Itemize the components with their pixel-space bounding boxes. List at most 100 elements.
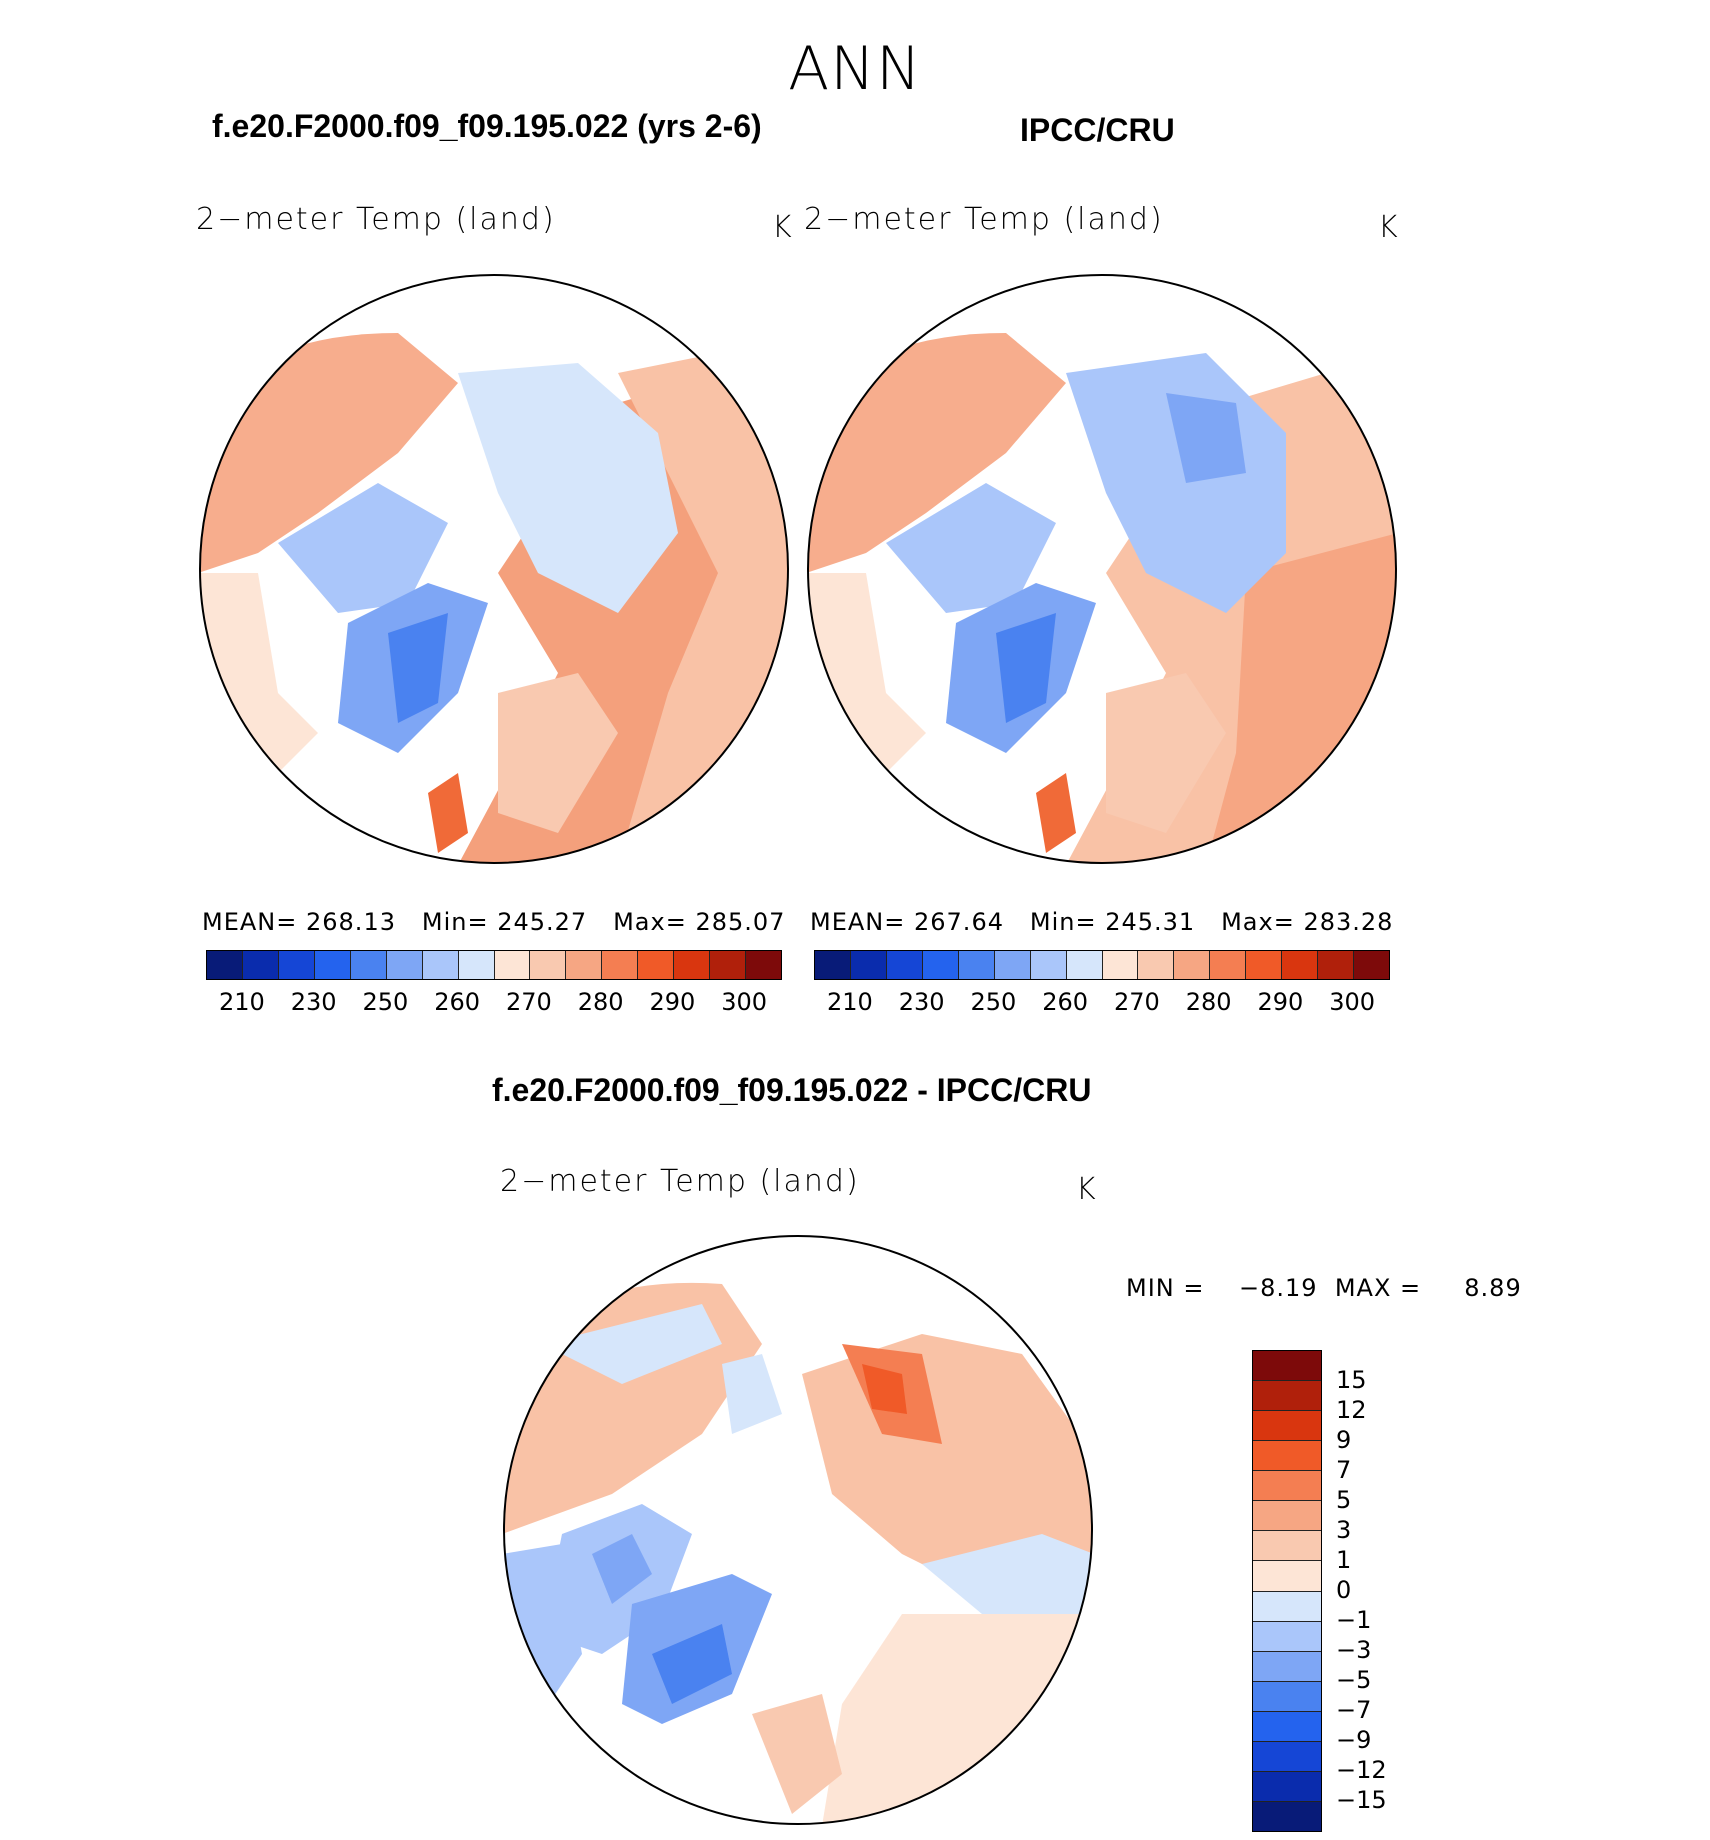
model-colorbar-tick-label: 250	[362, 988, 409, 1016]
obs-colorbar-box-3	[922, 951, 959, 979]
diff-colorbar-tick-label: 9	[1336, 1426, 1352, 1454]
model-colorbar-box-1	[242, 951, 279, 979]
model-polar-map	[199, 274, 789, 864]
diff-max-label: MAX =	[1334, 1274, 1422, 1302]
diff-stats-row: MIN = −8.19 MAX = 8.89	[1126, 1274, 1522, 1302]
diff-min-value: −8.19	[1239, 1274, 1318, 1302]
diff-colorbar-box-6	[1253, 1531, 1321, 1562]
obs-colorbar-box-5	[994, 951, 1031, 979]
obs-colorbar-box-14	[1318, 951, 1355, 979]
obs-colorbar-box-1	[850, 951, 887, 979]
obs-min-label: Min=	[1029, 908, 1097, 936]
diff-colorbar-box-1	[1253, 1381, 1321, 1412]
obs-panel-title: IPCC/CRU	[1020, 112, 1175, 148]
diff-colorbar-box-4	[1253, 1471, 1321, 1502]
obs-colorbar-tick-label: 260	[1042, 988, 1089, 1016]
diff-colorbar-box-15	[1253, 1801, 1321, 1831]
obs-colorbar-tick-label: 230	[898, 988, 945, 1016]
obs-min-value: 245.31	[1105, 908, 1196, 936]
model-colorbar	[206, 950, 782, 980]
diff-colorbar-tick-label: −5	[1336, 1666, 1372, 1694]
model-colorbar-box-12	[638, 951, 675, 979]
model-colorbar-box-11	[602, 951, 639, 979]
diff-colorbar-box-7	[1253, 1561, 1321, 1592]
obs-colorbar-box-2	[886, 951, 923, 979]
model-colorbar-box-3	[314, 951, 351, 979]
diff-colorbar-box-10	[1253, 1651, 1321, 1682]
model-colorbar-tick-label: 210	[218, 988, 265, 1016]
obs-colorbar-box-7	[1066, 951, 1103, 979]
diff-colorbar-box-12	[1253, 1711, 1321, 1742]
obs-polar-map	[807, 274, 1397, 864]
diff-colorbar-box-14	[1253, 1771, 1321, 1802]
obs-colorbar-box-15	[1354, 951, 1389, 979]
diff-colorbar-tick-label: 1	[1336, 1546, 1352, 1574]
obs-colorbar-box-11	[1210, 951, 1247, 979]
model-colorbar-box-2	[278, 951, 315, 979]
obs-mean-label: MEAN=	[810, 908, 906, 936]
diff-colorbar-tick-label: 5	[1336, 1486, 1352, 1514]
model-colorbar-box-8	[494, 951, 531, 979]
obs-colorbar-tick-label: 270	[1113, 988, 1160, 1016]
diff-panel-title: f.e20.F2000.f09_f09.195.022 - IPCC/CRU	[492, 1072, 1092, 1108]
obs-colorbar-tick-label: 300	[1329, 988, 1376, 1016]
obs-colorbar-tick-label: 290	[1257, 988, 1304, 1016]
diff-colorbar-tick-label: 3	[1336, 1516, 1352, 1544]
model-panel-title: f.e20.F2000.f09_f09.195.022 (yrs 2-6)	[212, 108, 762, 144]
model-colorbar-box-13	[674, 951, 711, 979]
model-colorbar-box-15	[746, 951, 781, 979]
model-colorbar-ticks: 210 230 250 260 270 280 290 300	[206, 988, 780, 1018]
diff-colorbar-box-8	[1253, 1591, 1321, 1622]
obs-colorbar-box-10	[1174, 951, 1211, 979]
model-colorbar-tick-label: 280	[577, 988, 624, 1016]
model-colorbar-box-9	[530, 951, 567, 979]
obs-colorbar-tick-label: 250	[970, 988, 1017, 1016]
obs-colorbar	[814, 950, 1390, 980]
model-colorbar-tick-label: 290	[649, 988, 696, 1016]
obs-colorbar-box-0	[815, 951, 851, 979]
model-variable-label: 2−meter Temp (land)	[196, 202, 556, 237]
diff-max-value: 8.89	[1464, 1274, 1522, 1302]
diff-colorbar-tick-label: −7	[1336, 1696, 1372, 1724]
obs-max-value: 283.28	[1303, 908, 1394, 936]
diff-unit-label: K	[1076, 1172, 1096, 1207]
model-mean-label: MEAN=	[202, 908, 298, 936]
diff-colorbar-tick-label: 0	[1336, 1576, 1352, 1604]
model-mean-value: 268.13	[306, 908, 396, 936]
diff-polar-map	[503, 1235, 1093, 1825]
diff-min-label: MIN =	[1126, 1274, 1205, 1302]
model-colorbar-tick-label: 230	[290, 988, 337, 1016]
obs-colorbar-tick-label: 210	[826, 988, 873, 1016]
obs-mean-value: 267.64	[914, 908, 1004, 936]
diff-colorbar-box-11	[1253, 1681, 1321, 1712]
obs-colorbar-box-6	[1030, 951, 1067, 979]
diff-variable-label: 2−meter Temp (land)	[500, 1164, 860, 1199]
diff-colorbar-box-5	[1253, 1501, 1321, 1532]
obs-colorbar-box-8	[1102, 951, 1139, 979]
obs-max-label: Max=	[1221, 908, 1295, 936]
model-colorbar-box-0	[207, 951, 243, 979]
model-colorbar-tick-label: 270	[505, 988, 552, 1016]
diff-colorbar-box-0	[1253, 1351, 1321, 1382]
obs-colorbar-box-4	[958, 951, 995, 979]
model-min-label: Min=	[421, 908, 489, 936]
diff-colorbar-box-2	[1253, 1411, 1321, 1442]
diff-colorbar-tick-label: −9	[1336, 1726, 1372, 1754]
obs-colorbar-ticks: 210 230 250 260 270 280 290 300	[814, 988, 1388, 1018]
model-colorbar-box-7	[458, 951, 495, 979]
model-max-label: Max=	[613, 908, 687, 936]
diff-colorbar-tick-label: −3	[1336, 1636, 1372, 1664]
model-colorbar-box-6	[422, 951, 459, 979]
model-stats-row: MEAN= 268.13 Min= 245.27 Max= 285.07	[202, 908, 785, 936]
obs-stats-row: MEAN= 267.64 Min= 245.31 Max= 283.28	[810, 908, 1393, 936]
model-colorbar-box-4	[350, 951, 387, 979]
obs-colorbar-tick-label: 280	[1185, 988, 1232, 1016]
model-min-value: 245.27	[497, 908, 588, 936]
model-unit-label: K	[772, 210, 792, 245]
model-colorbar-tick-label: 300	[721, 988, 768, 1016]
obs-unit-label: K	[1378, 210, 1398, 245]
diff-colorbar-box-3	[1253, 1441, 1321, 1472]
diff-colorbar-box-9	[1253, 1621, 1321, 1652]
diff-colorbar-tick-label: −15	[1336, 1786, 1387, 1814]
obs-variable-label: 2−meter Temp (land)	[804, 202, 1164, 237]
